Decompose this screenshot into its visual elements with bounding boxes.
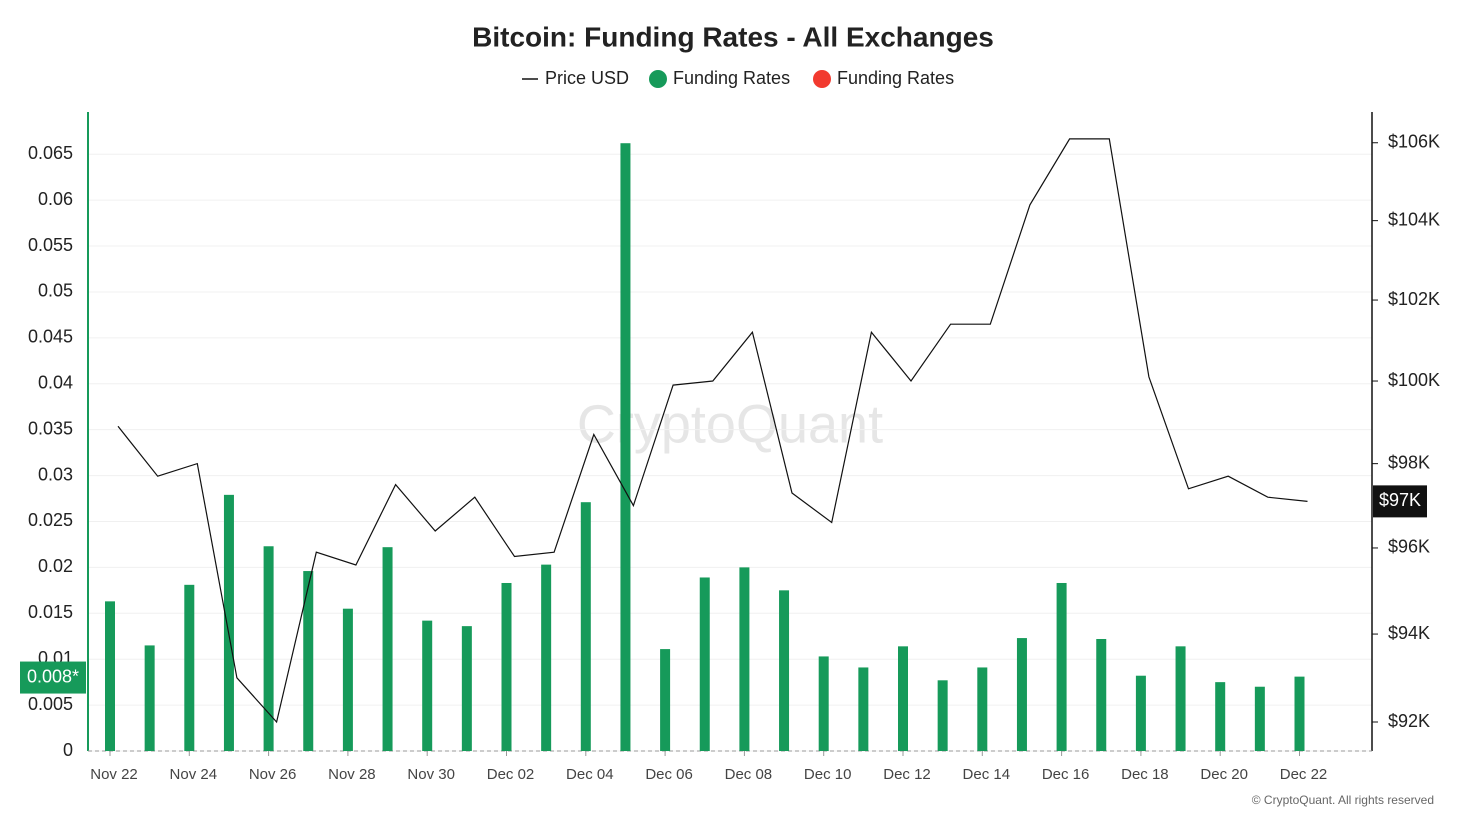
y-tick-label: 0.005 [28,694,73,714]
bar [422,620,433,751]
legend-swatch [813,70,831,88]
legend-swatch [649,70,667,88]
bar [105,601,115,751]
rate-marker-label: 0.008* [27,666,79,686]
bar [342,608,353,751]
y-tick-label: 0.065 [28,143,73,163]
x-tick-label: Nov 28 [328,766,376,783]
bar [1254,686,1265,751]
y2-tick-label: $106K [1388,131,1440,151]
bar [858,667,869,751]
x-tick-label: Dec 14 [963,766,1011,783]
x-tick-label: Dec 16 [1042,766,1090,783]
y2-tick-label: $96K [1388,537,1430,557]
x-tick-label: Dec 06 [645,766,693,783]
bar [541,564,552,751]
legend-label: Funding Rates [837,68,954,88]
bar [144,645,155,751]
x-tick-label: Dec 20 [1200,766,1248,783]
x-tick-label: Dec 10 [804,766,852,783]
x-tick-label: Dec 22 [1280,766,1328,783]
legend: Price USD Funding Rates Funding Rates [522,68,954,88]
x-tick-label: Dec 08 [725,766,773,783]
bar [223,494,234,751]
bar [303,571,314,751]
bar [699,577,710,751]
x-tick-label: Dec 18 [1121,766,1169,783]
y-tick-label: 0.06 [38,189,73,209]
legend-label: Price USD [545,68,629,88]
y2-tick-label: $98K [1388,452,1430,472]
price-marker-box [1373,485,1427,518]
y2-tick-label: $104K [1388,209,1440,229]
y2-tick-label: $94K [1388,623,1430,643]
price-marker-label: $97K [1379,490,1421,510]
bar [184,584,195,751]
bar [461,626,472,751]
x-tick-label: Dec 04 [566,766,614,783]
x-tick-label: Nov 30 [407,766,455,783]
x-tick-label: Dec 12 [883,766,931,783]
bar [580,502,591,751]
bar [620,143,631,751]
bar [937,680,948,751]
bar [818,656,829,751]
chart-title: Bitcoin: Funding Rates - All Exchanges [472,21,994,52]
bar [779,590,790,751]
legend-label: Funding Rates [673,68,790,88]
bar [501,582,512,751]
bar [1175,646,1186,751]
bar [739,567,750,751]
bar [1096,638,1107,751]
y2-tick-label: $102K [1388,289,1440,309]
y-tick-label: 0.015 [28,602,73,622]
y-tick-label: 0.04 [38,373,73,393]
bar [1294,676,1305,751]
bar [263,546,274,751]
y-tick-label: 0.055 [28,235,73,255]
x-tick-label: Nov 26 [249,766,297,783]
y-tick-label: 0.045 [28,327,73,347]
price-line [117,138,1308,724]
bar [977,667,988,751]
y-tick-label: 0.02 [38,556,73,576]
y2-tick-label: $92K [1388,711,1430,731]
x-tick-label: Nov 22 [90,766,138,783]
y-tick-label: 0.035 [28,418,73,438]
y-tick-label: 0 [63,740,73,760]
bar [898,646,908,751]
y-tick-label: 0.05 [38,281,73,301]
x-tick-label: Dec 02 [487,766,535,783]
footer: © CryptoQuant. All rights reserved [1252,793,1434,807]
rate-marker-box [20,661,86,694]
y2-tick-label: $100K [1388,370,1440,390]
bar [382,547,393,751]
y-tick-label: 0.03 [38,464,73,484]
bar [1215,682,1226,751]
bar [1135,675,1146,751]
bar [1016,638,1027,751]
bar [660,649,671,751]
x-tick-label: Nov 24 [170,766,218,783]
bar [1056,582,1067,751]
y-tick-label: 0.025 [28,510,73,530]
